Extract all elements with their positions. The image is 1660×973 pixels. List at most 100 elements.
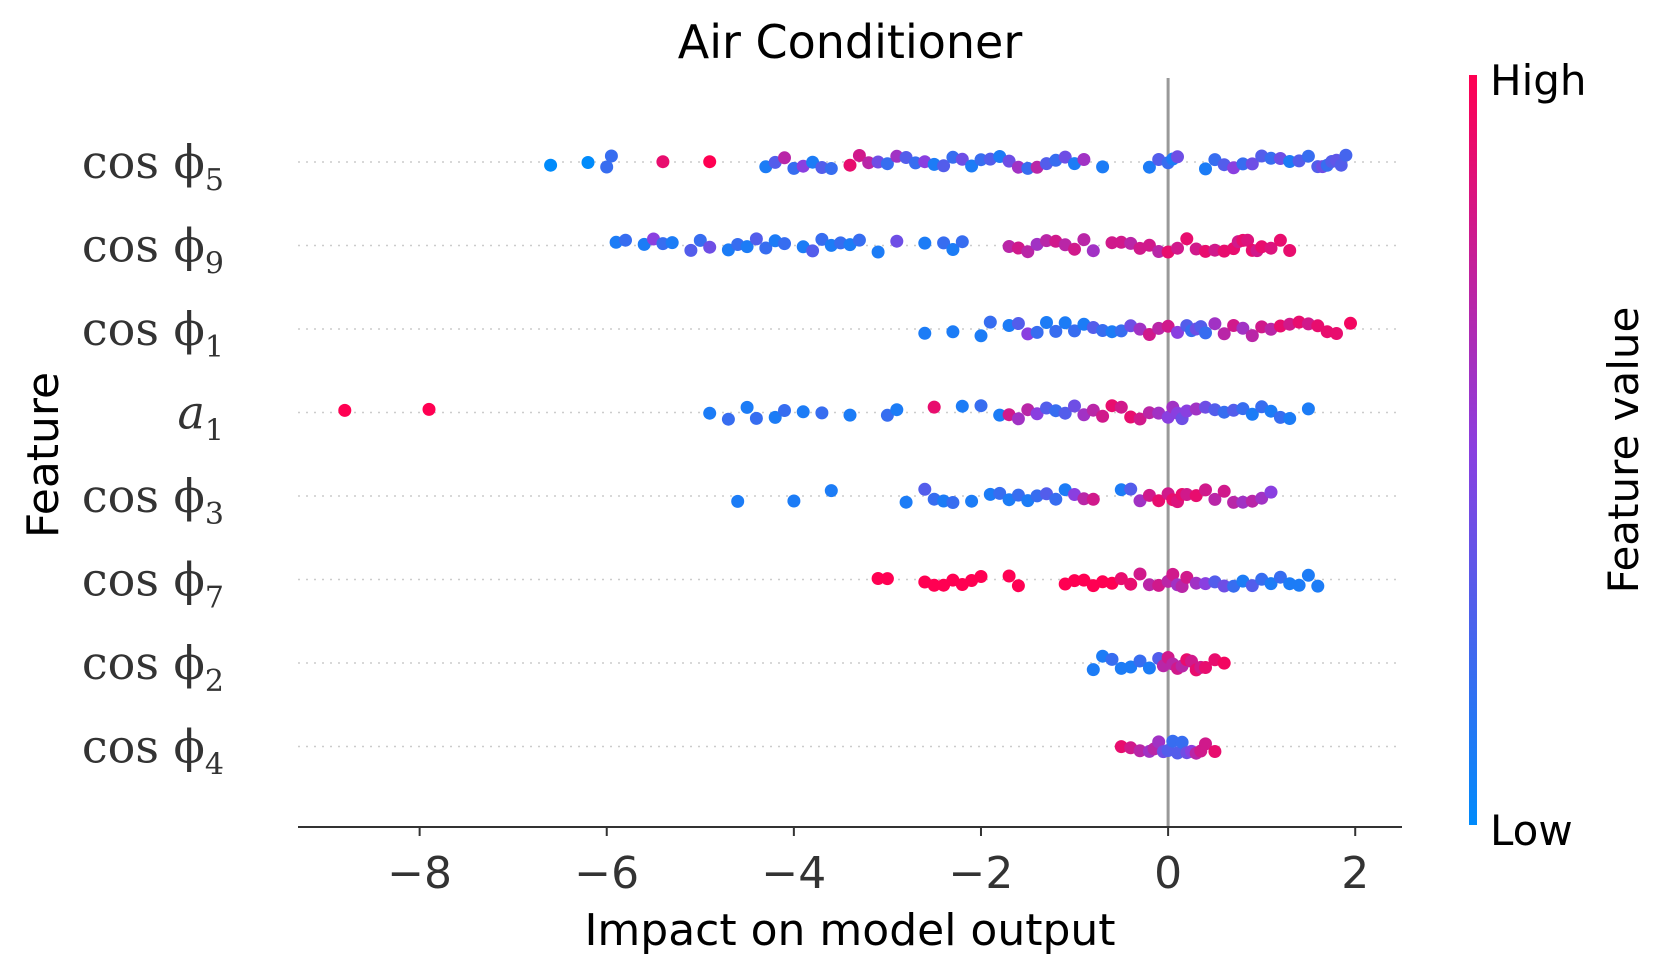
- data-point: [604, 149, 618, 163]
- data-points: [338, 148, 1357, 760]
- data-point: [1241, 233, 1255, 247]
- data-point: [1105, 325, 1119, 339]
- data-point: [1086, 403, 1100, 417]
- data-point: [1189, 489, 1203, 503]
- data-point: [1236, 321, 1250, 335]
- data-point: [693, 233, 707, 247]
- feature-label: cos ϕ9: [82, 219, 224, 282]
- data-point: [927, 400, 941, 414]
- data-point: [1142, 406, 1156, 420]
- x-tick-label: 0: [1154, 848, 1182, 899]
- data-point: [1096, 409, 1110, 423]
- data-point: [1142, 578, 1156, 592]
- data-point: [1040, 316, 1053, 329]
- feature-labels: cos ϕ5 cos ϕ9 cos ϕ1 a1 cos ϕ3 cos ϕ7 cos ϕ2 co…: [82, 135, 224, 783]
- data-point: [422, 402, 436, 416]
- data-point: [993, 408, 1007, 422]
- data-point: [1058, 150, 1072, 164]
- data-point: [1068, 574, 1081, 588]
- data-point: [1180, 488, 1194, 501]
- data-point: [600, 160, 614, 174]
- data-point: [965, 494, 979, 508]
- data-point: [1171, 150, 1184, 164]
- feature-label: cos ϕ5: [82, 135, 224, 198]
- data-point: [815, 406, 829, 420]
- data-point: [778, 237, 791, 251]
- data-point: [918, 482, 932, 496]
- row-gridlines: [298, 161, 1402, 748]
- data-point: [684, 243, 698, 257]
- colorbar: [1469, 75, 1477, 825]
- data-point: [1133, 744, 1147, 758]
- data-point: [1334, 158, 1348, 172]
- data-point: [955, 152, 969, 166]
- data-point: [1021, 245, 1035, 259]
- data-point: [731, 494, 745, 508]
- data-point: [1264, 404, 1278, 418]
- x-axis-label: Impact on model output: [584, 905, 1115, 956]
- data-point: [843, 158, 857, 172]
- data-point: [1255, 491, 1269, 505]
- data-point: [1180, 232, 1194, 246]
- data-point: [1292, 578, 1306, 592]
- data-point: [1077, 233, 1091, 247]
- data-point: [1208, 492, 1222, 506]
- data-point: [974, 399, 988, 413]
- data-point: [1086, 663, 1100, 677]
- data-point: [1189, 576, 1203, 590]
- data-point: [1030, 325, 1044, 339]
- data-point: [1273, 233, 1287, 247]
- data-point: [852, 149, 866, 162]
- data-point: [1264, 577, 1278, 591]
- data-point: [1171, 325, 1184, 339]
- data-point: [1077, 153, 1091, 166]
- data-point: [974, 153, 988, 167]
- data-point: [1283, 244, 1297, 257]
- data-point: [1301, 149, 1315, 163]
- data-point: [974, 329, 988, 343]
- data-point: [703, 406, 717, 420]
- data-point: [1068, 324, 1081, 338]
- data-point: [1273, 570, 1287, 584]
- data-point: [338, 403, 352, 417]
- data-point: [1245, 329, 1259, 343]
- data-point: [937, 236, 951, 250]
- data-point: [1217, 656, 1231, 670]
- data-point: [852, 233, 866, 247]
- x-tick-label: −2: [949, 848, 1014, 899]
- x-tick-label: −6: [574, 848, 639, 899]
- data-point: [1236, 495, 1250, 509]
- data-point: [824, 484, 838, 498]
- data-point: [1199, 737, 1212, 751]
- data-point: [1199, 661, 1212, 674]
- data-point: [1040, 234, 1053, 248]
- feature-label: cos ϕ1: [82, 302, 224, 365]
- data-point: [1142, 328, 1156, 341]
- data-point: [1124, 577, 1138, 591]
- data-point: [778, 404, 791, 417]
- data-point: [1339, 148, 1353, 162]
- data-point: [1152, 735, 1166, 749]
- data-point: [1105, 236, 1119, 250]
- x-tick-label: 2: [1341, 848, 1369, 899]
- data-point: [1171, 746, 1184, 760]
- data-point: [946, 325, 960, 339]
- data-point: [581, 156, 595, 169]
- data-point: [880, 157, 894, 171]
- data-point: [1208, 745, 1222, 758]
- data-point: [955, 235, 969, 249]
- data-point: [1096, 160, 1110, 174]
- y-axis-label: Feature: [18, 372, 69, 538]
- data-point: [965, 159, 979, 173]
- feature-label: cos ϕ4: [82, 720, 224, 783]
- data-point: [1330, 327, 1343, 340]
- data-point: [1217, 579, 1231, 593]
- data-point: [1175, 735, 1189, 749]
- data-point: [1236, 157, 1250, 171]
- data-point: [1166, 567, 1180, 581]
- data-point: [955, 399, 969, 413]
- data-point: [749, 232, 763, 246]
- feature-label: cos ϕ3: [82, 469, 224, 532]
- data-point: [1180, 570, 1194, 584]
